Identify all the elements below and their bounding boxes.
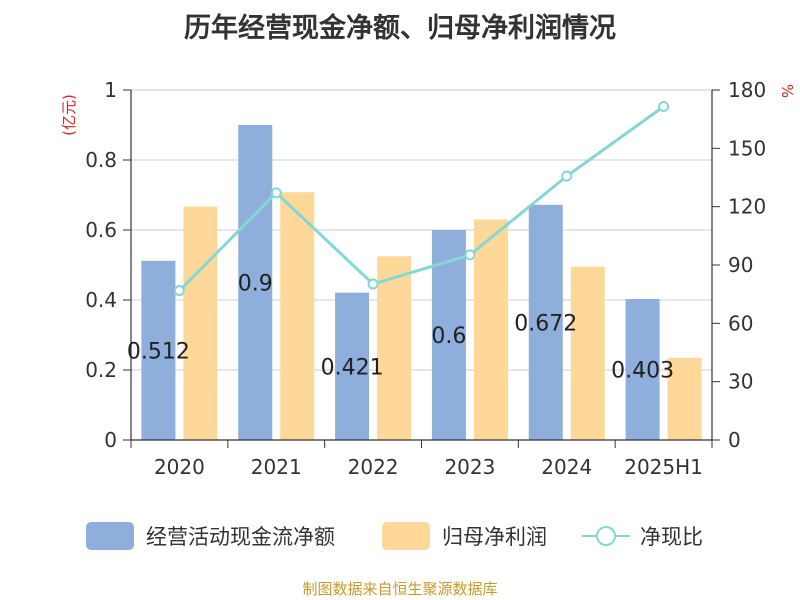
data-labels: 0.512 0.9 0.421 0.6 0.672 0.403 xyxy=(127,272,674,384)
bar-profit xyxy=(667,357,702,440)
data-source: 制图数据来自恒生聚源数据库 xyxy=(302,580,498,598)
bar-data-label: 0.6 xyxy=(431,324,466,349)
legend-item-ratio[interactable]: 净现比 xyxy=(582,520,703,552)
ratio-point xyxy=(173,285,185,297)
right-tick-label: 90 xyxy=(728,253,753,277)
legend-item-cashflow[interactable]: 经营活动现金流净额 xyxy=(86,520,335,552)
x-tick-label: 2020 xyxy=(154,455,205,479)
right-tick-label: 30 xyxy=(728,370,753,394)
ratio-line xyxy=(173,101,670,297)
bars xyxy=(141,125,702,440)
combo-chart: 0 0.2 0.4 0.6 0.8 1 0 30 60 90 120 150 180 2020 2021 20… xyxy=(60,78,796,479)
ratio-point xyxy=(464,249,476,261)
ratio-point xyxy=(561,170,573,182)
left-tick-label: 0.4 xyxy=(85,288,117,312)
x-tick-label: 2023 xyxy=(444,455,495,479)
axes: 0 0.2 0.4 0.6 0.8 1 0 30 60 90 120 150 180 2020 2021 20… xyxy=(60,78,796,479)
left-tick-label: 0.6 xyxy=(85,218,117,242)
legend-label-profit: 归母净利润 xyxy=(442,525,547,549)
legend-label-ratio: 净现比 xyxy=(640,525,703,549)
right-tick-label: 180 xyxy=(728,78,766,102)
left-tick-label: 0 xyxy=(104,428,117,452)
legend-swatch-cashflow xyxy=(86,522,134,550)
left-tick-label: 1 xyxy=(104,78,117,102)
bar-data-label: 0.403 xyxy=(611,358,674,383)
bar-cashflow xyxy=(238,125,273,440)
bar-profit xyxy=(280,192,315,440)
legend-label-cashflow: 经营活动现金流净额 xyxy=(146,525,335,549)
bar-profit xyxy=(570,266,605,440)
left-tick-label: 0.2 xyxy=(85,358,117,382)
left-tick-label: 0.8 xyxy=(85,148,117,172)
right-tick-label: 150 xyxy=(728,136,766,160)
bar-cashflow xyxy=(625,298,660,440)
x-tick-label: 2022 xyxy=(348,455,399,479)
x-tick-label: 2024 xyxy=(541,455,592,479)
x-tick-label: 2025H1 xyxy=(624,455,703,479)
grid-lines xyxy=(131,89,712,371)
right-tick-label: 120 xyxy=(728,195,766,219)
bar-data-label: 0.512 xyxy=(127,339,190,364)
bar-cashflow xyxy=(141,260,176,440)
right-tick-label: 0 xyxy=(728,428,741,452)
bar-data-label: 0.421 xyxy=(321,355,384,380)
bar-data-label: 0.9 xyxy=(238,272,273,297)
legend-item-profit[interactable]: 归母净利润 xyxy=(382,520,547,552)
right-axis-unit: % xyxy=(778,84,796,98)
bar-profit xyxy=(183,206,218,440)
bar-profit xyxy=(377,256,412,440)
ratio-point xyxy=(367,278,379,290)
legend-swatch-profit xyxy=(382,522,430,550)
chart-title: 历年经营现金净额、归母净利润情况 xyxy=(184,13,616,44)
bar-data-label: 0.672 xyxy=(514,311,577,336)
right-tick-label: 60 xyxy=(728,311,753,335)
left-axis-unit: (亿元) xyxy=(60,94,78,136)
bar-cashflow xyxy=(528,204,563,440)
bar-cashflow xyxy=(335,292,370,440)
ratio-line-path xyxy=(178,105,665,292)
ratio-point xyxy=(658,101,670,113)
ratio-point xyxy=(270,187,282,199)
bar-profit xyxy=(473,219,508,440)
legend: 经营活动现金流净额 归母净利润 净现比 xyxy=(0,514,800,558)
x-tick-label: 2021 xyxy=(251,455,302,479)
legend-swatch-ratio xyxy=(582,522,630,550)
